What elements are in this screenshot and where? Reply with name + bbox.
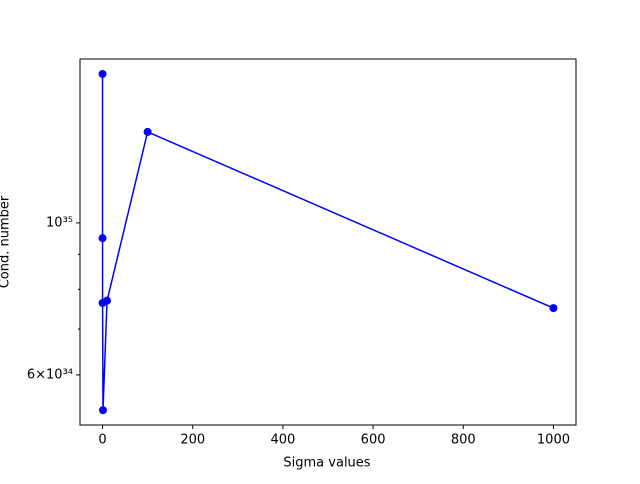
data-point xyxy=(98,69,107,78)
x-tick-label: 200 xyxy=(180,433,205,448)
data-point xyxy=(103,296,112,305)
x-tick-label: 600 xyxy=(361,433,386,448)
data-point xyxy=(98,234,107,243)
x-tick-label: 1000 xyxy=(537,433,570,448)
data-point xyxy=(549,304,558,313)
x-axis-label: Sigma values xyxy=(283,456,370,471)
x-tick-label: 0 xyxy=(98,433,106,448)
data-point xyxy=(143,127,152,136)
y-tick-label: 10³⁵ xyxy=(46,215,73,230)
x-tick-label: 400 xyxy=(270,433,295,448)
plot-frame xyxy=(79,58,577,426)
x-tick-label: 800 xyxy=(451,433,476,448)
y-axis-label: Cond. number xyxy=(0,195,13,288)
data-point xyxy=(98,406,107,415)
y-tick-label: 6×10³⁴ xyxy=(27,367,73,382)
